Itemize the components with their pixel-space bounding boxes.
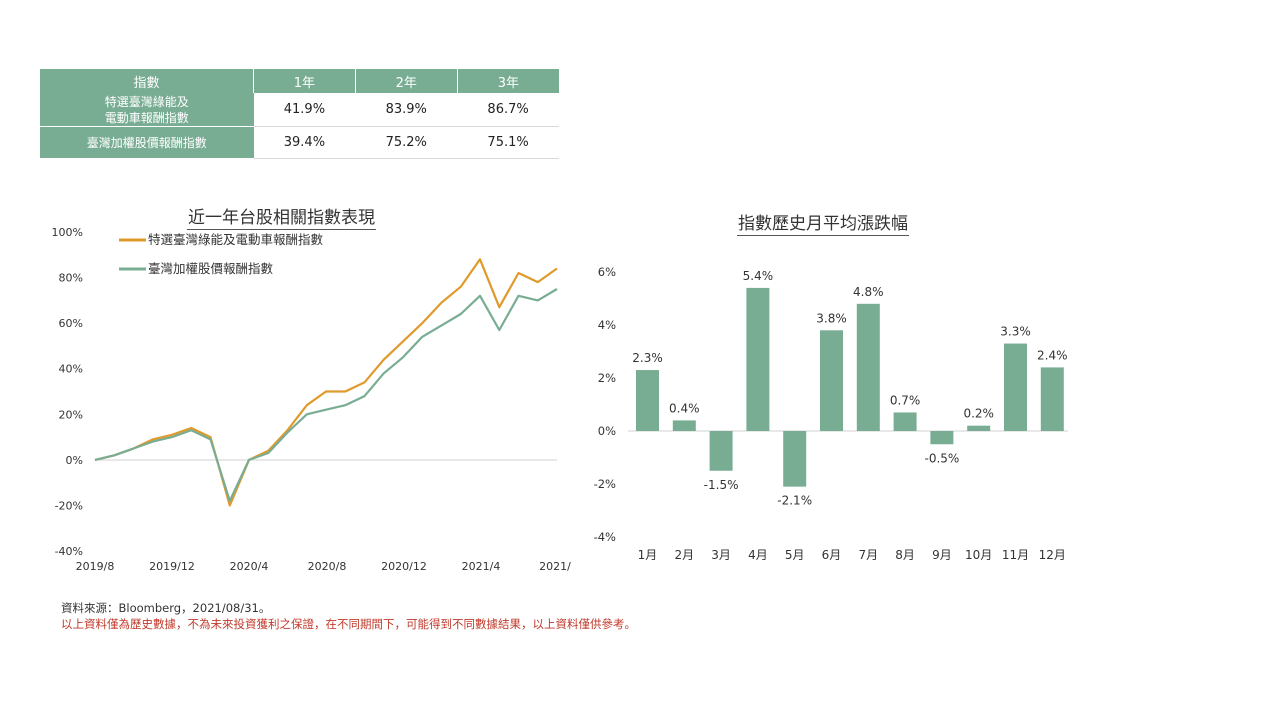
x-category-label: 8月 bbox=[895, 548, 915, 562]
y-tick-label: 2% bbox=[598, 371, 616, 385]
table-header-row: 指數 1年 2年 3年 bbox=[40, 69, 559, 93]
cell-1y: 39.4% bbox=[253, 126, 356, 159]
bar bbox=[709, 431, 733, 471]
y-tick-label: 100% bbox=[52, 226, 83, 239]
header-1y: 1年 bbox=[253, 69, 356, 93]
row-name: 臺灣加權股價報酬指數 bbox=[40, 126, 254, 159]
x-category-label: 11月 bbox=[1002, 548, 1029, 562]
y-tick-label: -2% bbox=[594, 477, 616, 491]
line-chart-title: 近一年台股相關指數表現 bbox=[187, 203, 376, 230]
bar bbox=[636, 370, 659, 431]
y-tick-label: 80% bbox=[59, 272, 83, 285]
x-category-label: 6月 bbox=[822, 548, 842, 562]
legend-label-2: 臺灣加權股價報酬指數 bbox=[148, 261, 274, 276]
bar-value-label: 3.8% bbox=[816, 311, 847, 325]
bar bbox=[820, 330, 843, 431]
bar-value-label: 5.4% bbox=[743, 269, 774, 283]
cell-3y: 75.1% bbox=[457, 126, 559, 159]
legend-label-1: 特選臺灣綠能及電動車報酬指數 bbox=[148, 232, 324, 247]
bar bbox=[1004, 343, 1027, 431]
bar-value-label: 0.7% bbox=[890, 393, 921, 407]
legend: 特選臺灣綠能及電動車報酬指數 臺灣加權股價報酬指數 bbox=[119, 232, 324, 276]
bar-value-label: 0.4% bbox=[669, 401, 700, 415]
x-tick-label: 2021/ bbox=[539, 560, 571, 573]
row-name-line2: 電動車報酬指數 bbox=[104, 110, 189, 125]
y-tick-label: 0% bbox=[66, 454, 83, 467]
x-category-label: 9月 bbox=[932, 548, 952, 562]
bar bbox=[1040, 367, 1064, 431]
cell-1y: 41.9% bbox=[253, 93, 356, 127]
y-tick-label: 4% bbox=[598, 318, 616, 332]
bar bbox=[967, 425, 991, 431]
y-tick-label: 60% bbox=[59, 317, 83, 330]
source-note: 資料來源：Bloomberg，2021/08/31。 bbox=[61, 601, 271, 615]
y-tick-label: 20% bbox=[59, 408, 83, 421]
cell-3y: 86.7% bbox=[457, 93, 559, 127]
x-category-label: 10月 bbox=[965, 548, 992, 562]
bar bbox=[930, 431, 954, 445]
x-tick-label: 2019/8 bbox=[76, 560, 115, 573]
x-category-label: 12月 bbox=[1039, 548, 1066, 562]
disclaimer-note: 以上資料僅為歷史數據，不為未來投資獲利之保證，在不同期間下，可能得到不同數據結果… bbox=[61, 617, 636, 631]
bar bbox=[672, 420, 696, 431]
x-tick-label: 2020/4 bbox=[230, 560, 269, 573]
x-category-label: 2月 bbox=[674, 548, 694, 562]
y-tick-label: 0% bbox=[598, 424, 616, 438]
header-2y: 2年 bbox=[355, 69, 458, 93]
bar bbox=[893, 412, 917, 431]
y-tick-label: -20% bbox=[55, 499, 83, 512]
performance-table: 指數 1年 2年 3年 特選臺灣綠能及 電動車報酬指數 41.9% 83.9% … bbox=[40, 69, 559, 159]
bar-value-label: 0.2% bbox=[963, 407, 994, 421]
bar-value-label: 4.8% bbox=[853, 285, 884, 299]
bar-value-label: -0.5% bbox=[924, 451, 959, 465]
x-tick-label: 2020/12 bbox=[381, 560, 427, 573]
bar bbox=[856, 303, 880, 431]
header-index: 指數 bbox=[40, 69, 254, 93]
bar-value-label: 2.3% bbox=[632, 351, 663, 365]
row-name-line1: 臺灣加權股價報酬指數 bbox=[86, 135, 207, 150]
x-tick-label: 2021/4 bbox=[462, 560, 501, 573]
x-tick-label: 2019/12 bbox=[149, 560, 195, 573]
bar-value-label: 2.4% bbox=[1037, 348, 1068, 362]
x-category-label: 4月 bbox=[748, 548, 768, 562]
y-tick-label: -4% bbox=[594, 530, 616, 544]
x-category-label: 3月 bbox=[711, 548, 731, 562]
cell-2y: 83.9% bbox=[355, 93, 458, 127]
bar bbox=[746, 287, 770, 431]
x-tick-label: 2020/8 bbox=[308, 560, 347, 573]
bar-chart-title: 指數歷史月平均漲跌幅 bbox=[737, 209, 909, 236]
bar bbox=[783, 431, 807, 487]
y-tick-label: 6% bbox=[598, 265, 616, 279]
x-category-label: 5月 bbox=[785, 548, 805, 562]
row-name-line1: 特選臺灣綠能及 bbox=[104, 94, 189, 109]
series-line-green-ev bbox=[94, 258, 558, 507]
header-3y: 3年 bbox=[457, 69, 559, 93]
y-tick-label: -40% bbox=[55, 545, 83, 558]
bar-value-label: 3.3% bbox=[1000, 325, 1031, 339]
bar-value-label: -1.5% bbox=[704, 478, 739, 492]
cell-2y: 75.2% bbox=[355, 126, 458, 159]
row-name: 特選臺灣綠能及 電動車報酬指數 bbox=[40, 93, 254, 127]
series-line-taiex bbox=[94, 288, 558, 502]
bar-value-label: -2.1% bbox=[777, 494, 812, 508]
table-row: 特選臺灣綠能及 電動車報酬指數 41.9% 83.9% 86.7% bbox=[40, 93, 559, 127]
x-category-label: 1月 bbox=[638, 548, 658, 562]
y-tick-label: 40% bbox=[59, 363, 83, 376]
table-row: 臺灣加權股價報酬指數 39.4% 75.2% 75.1% bbox=[40, 126, 559, 159]
x-category-label: 7月 bbox=[858, 548, 878, 562]
